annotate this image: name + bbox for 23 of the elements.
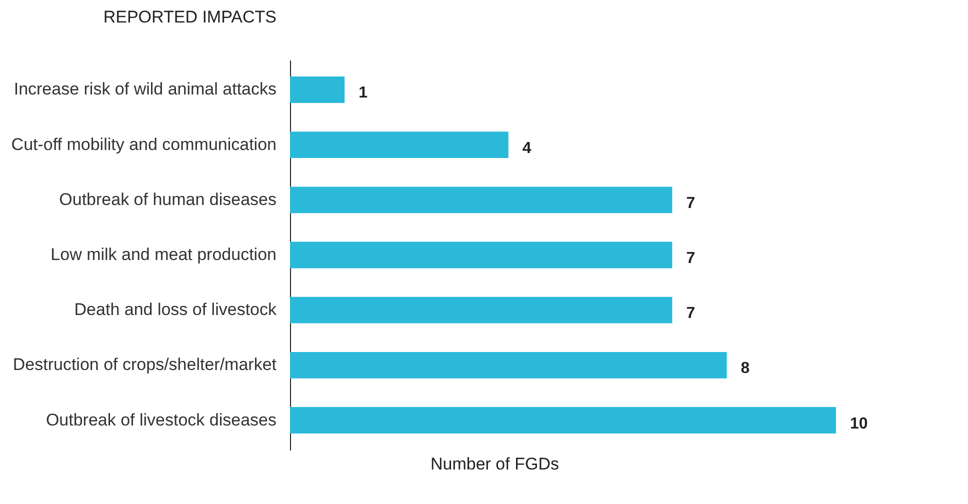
- data-label: 7: [686, 194, 696, 212]
- bar: [290, 76, 345, 103]
- y-tick-label: Outbreak of livestock diseases: [46, 410, 276, 430]
- x-axis-title: Number of FGDs: [430, 454, 559, 474]
- bar: [290, 132, 508, 158]
- bar: [290, 242, 672, 268]
- y-axis-title: REPORTED IMPACTS: [103, 8, 276, 26]
- data-label: 1: [358, 84, 368, 102]
- data-label: 8: [740, 360, 750, 378]
- data-label: 7: [686, 250, 696, 267]
- bar: [290, 352, 727, 378]
- bar: [290, 407, 836, 434]
- y-tick-label: Outbreak of human diseases: [59, 190, 276, 209]
- data-label: 10: [850, 415, 868, 432]
- data-label: 4: [522, 140, 532, 157]
- y-tick-label: Death and loss of livestock: [74, 300, 277, 320]
- y-tick-label: Increase risk of wild animal attacks: [14, 80, 276, 99]
- data-label: 7: [686, 305, 696, 322]
- bar: [290, 186, 672, 214]
- y-tick-label: Destruction of crops/shelter/market: [12, 355, 277, 374]
- bar: [290, 296, 672, 324]
- y-tick-label: Cut-off mobility and communication: [11, 134, 276, 154]
- y-tick-label: Low milk and meat production: [50, 245, 276, 264]
